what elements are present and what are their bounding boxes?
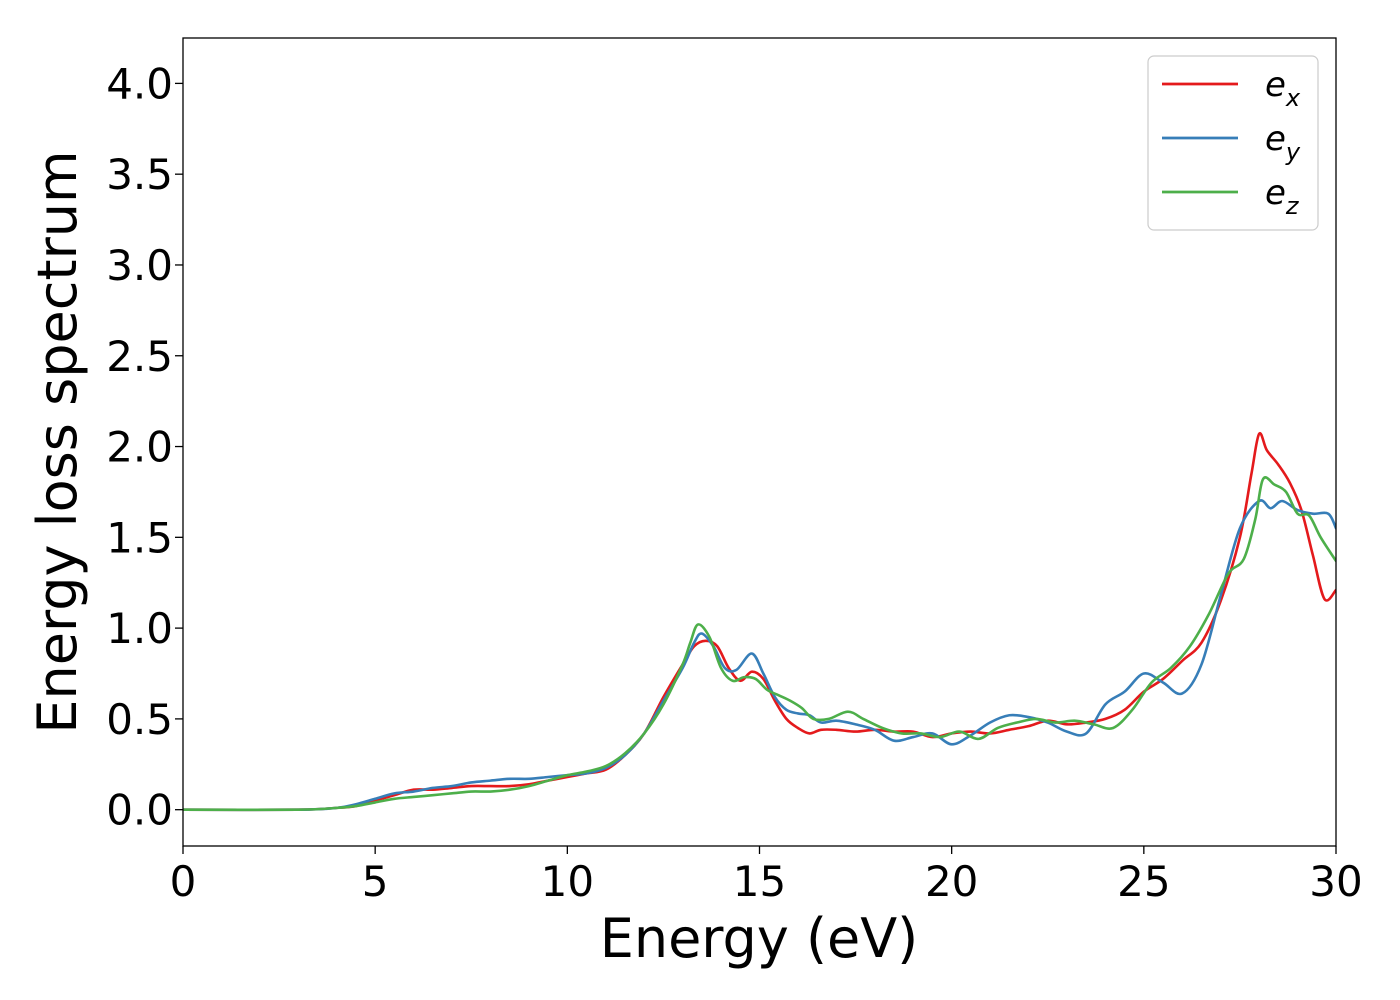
y-tick-label: 3.5 <box>106 150 173 199</box>
y-tick-label: 1.0 <box>106 604 173 653</box>
x-tick-label: 10 <box>541 857 594 906</box>
y-axis: 0.0 0.5 1.0 1.5 2.0 2.5 3.0 3.5 4.0 <box>106 59 183 835</box>
x-tick-label: 30 <box>1309 857 1362 906</box>
y-tick-label: 1.5 <box>106 513 173 562</box>
x-tick-label: 0 <box>170 857 197 906</box>
y-tick-label: 2.5 <box>106 332 173 381</box>
y-tick-label: 4.0 <box>106 59 173 108</box>
series-layer <box>183 431 1336 812</box>
legend-box <box>1147 55 1319 231</box>
series-line-ez <box>183 476 1336 812</box>
legend: ex ey ez <box>1147 55 1319 231</box>
series-line-ey <box>183 499 1336 812</box>
x-axis: 0 5 10 15 20 25 30 <box>170 846 1363 906</box>
y-tick-label: 0.0 <box>106 786 173 835</box>
y-tick-label: 2.0 <box>106 423 173 472</box>
x-tick-label: 20 <box>925 857 978 906</box>
y-tick-label: 0.5 <box>106 695 173 744</box>
x-tick-label: 15 <box>733 857 786 906</box>
legend-label-ez: ez <box>1265 173 1300 220</box>
y-tick-label: 3.0 <box>106 241 173 290</box>
x-axis-label: Energy (eV) <box>600 907 919 970</box>
y-axis-label: Energy loss spectrum <box>26 150 89 733</box>
legend-label-ey: ey <box>1265 119 1301 166</box>
legend-label-ex: ex <box>1265 65 1301 112</box>
x-tick-label: 25 <box>1117 857 1170 906</box>
x-tick-label: 5 <box>362 857 389 906</box>
